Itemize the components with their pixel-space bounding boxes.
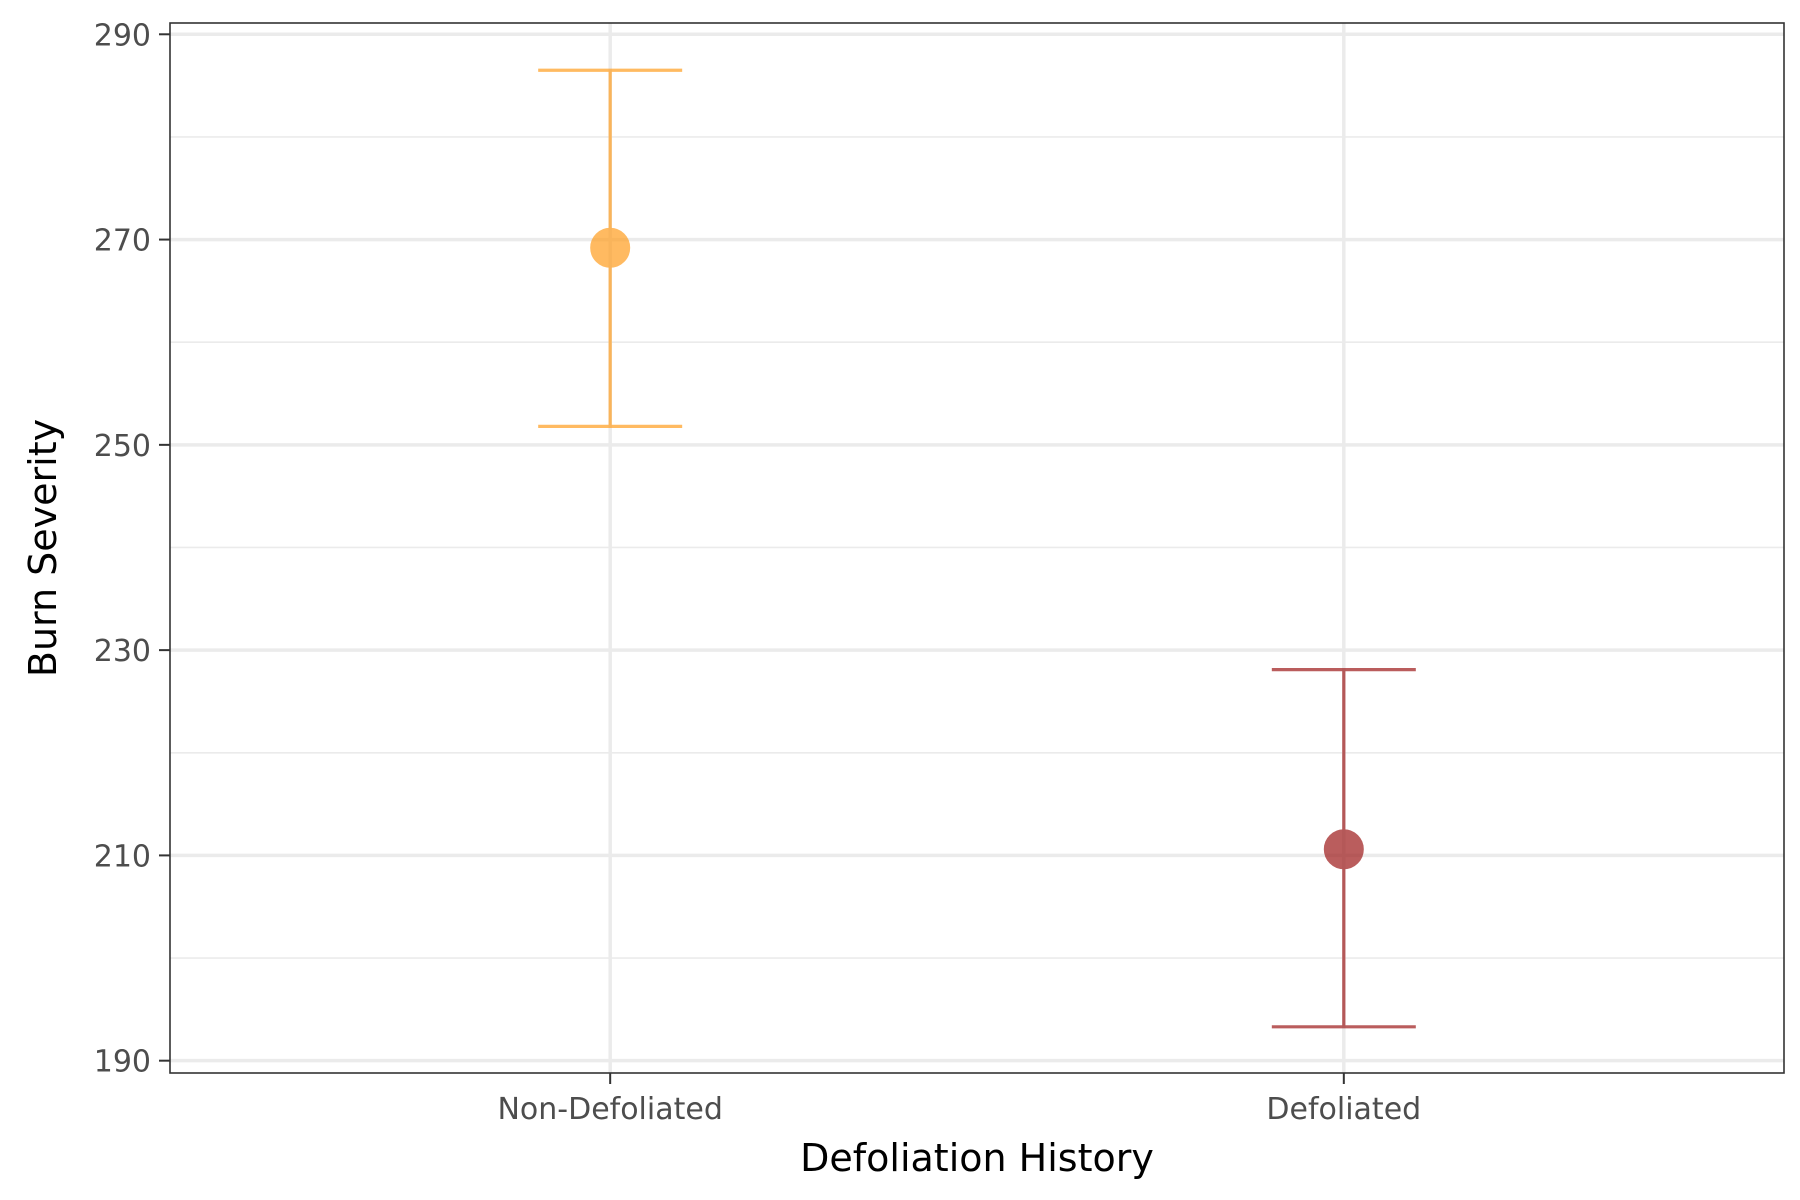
mean-point <box>1323 829 1364 870</box>
errorbar-group <box>1271 668 1416 1029</box>
y-axis-title: Burn Severity <box>21 419 65 677</box>
y-tick-label: 290 <box>94 18 151 53</box>
errorbar-group <box>538 68 683 428</box>
panel-border <box>169 22 1785 1074</box>
x-axis-title: Defoliation History <box>800 1136 1154 1180</box>
y-tick-label: 210 <box>94 839 151 874</box>
y-tick-label: 250 <box>94 429 151 464</box>
marks <box>538 68 1416 1029</box>
y-tick-label: 190 <box>94 1045 151 1080</box>
y-tick-label: 230 <box>94 634 151 669</box>
x-tick-label: Non-Defoliated <box>497 1092 722 1127</box>
mean-point <box>590 227 631 268</box>
y-tick-label: 270 <box>94 224 151 259</box>
x-tick-label: Defoliated <box>1266 1092 1421 1127</box>
axes: 190 210 230 250 270 290 Non-Defoliated Defoliat… <box>94 18 1421 1127</box>
